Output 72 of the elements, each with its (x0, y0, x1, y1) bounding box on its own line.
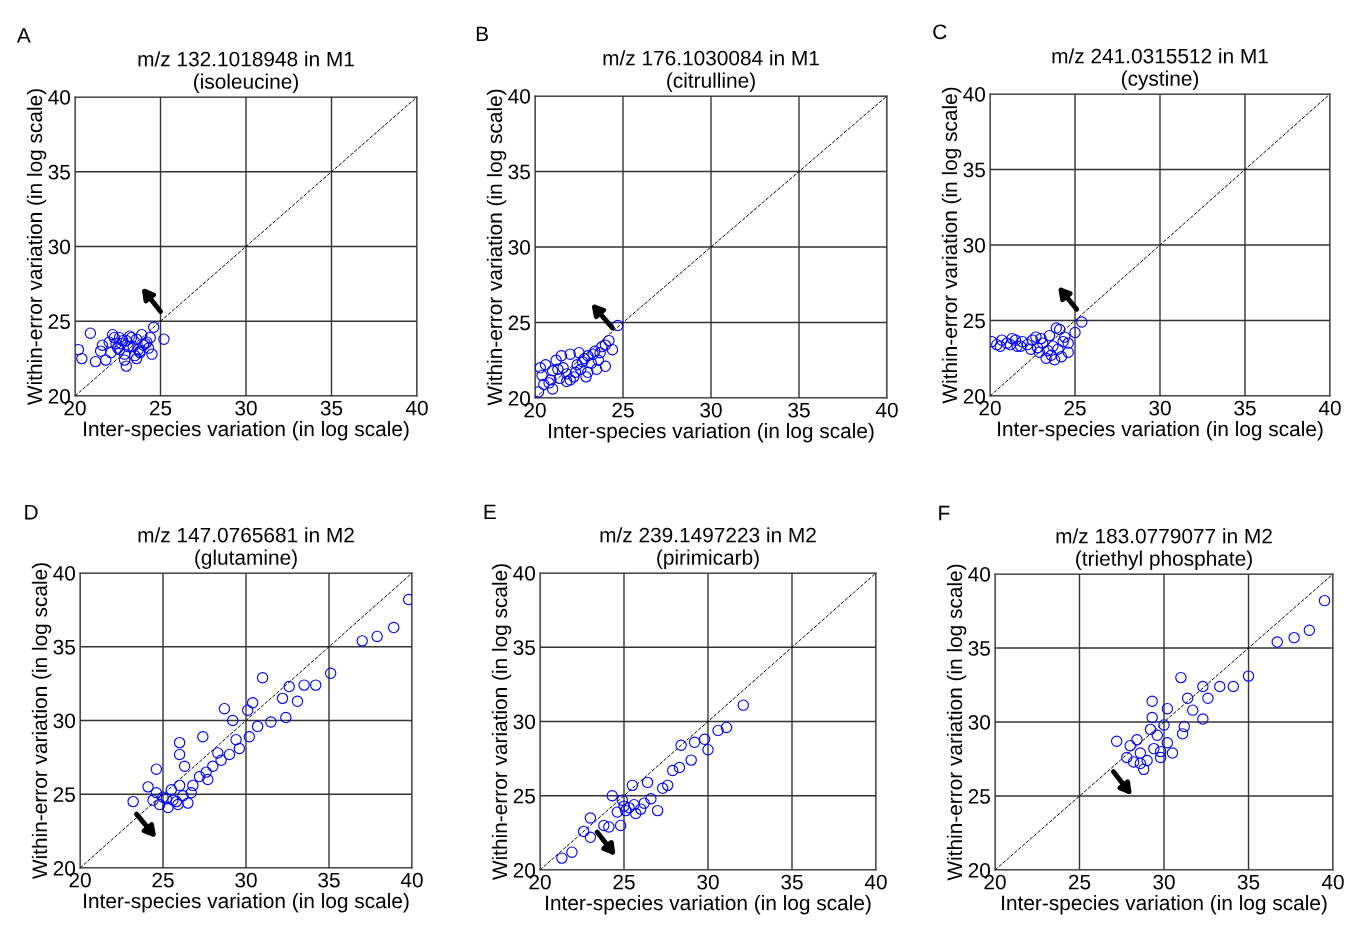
y-tick-label: 30 (508, 240, 531, 255)
x-tick-label: 35 (781, 874, 803, 890)
y-tick-label: 40 (53, 566, 76, 581)
chart-title: m/z 147.0765681 in M2 (glutamine) (138, 527, 354, 569)
x-tick-label: 40 (405, 400, 428, 416)
text: F (939, 505, 950, 521)
y-tick-label: 30 (53, 713, 76, 729)
x-tick-label: 30 (235, 872, 257, 888)
x-tick-label: 40 (400, 872, 423, 888)
x-tick-label: 40 (1321, 874, 1344, 890)
x-tick-label: 25 (612, 402, 634, 418)
y-axis-title: Within-error variation (in log scale) (491, 564, 512, 881)
x-axis-title: Inter-species variation (in log scale) (546, 894, 871, 915)
chart-title: m/z 239.1497223 in M2 (pirimicarb) (600, 527, 816, 569)
x-tick-label: 25 (1068, 874, 1091, 890)
text: D (25, 505, 38, 520)
x-tick-label: 25 (613, 874, 635, 890)
y-tick-label: 25 (963, 313, 985, 329)
chart-title: m/z 132.1018948 in M1 (isoleucine) (138, 51, 354, 93)
x-tick-label: 35 (320, 400, 343, 416)
x-tick-label: 30 (1149, 400, 1171, 416)
y-tick-label: 40 (963, 87, 986, 102)
y-tick-label: 40 (48, 90, 71, 105)
x-tick-label: 35 (788, 402, 810, 418)
y-tick-label: 30 (963, 238, 986, 253)
y-tick-label: 25 (48, 314, 70, 329)
y-tick-label: 35 (53, 639, 75, 655)
y-tick-label: 30 (48, 239, 71, 255)
y-tick-label: 25 (513, 788, 535, 804)
x-tick-label: 40 (875, 402, 898, 418)
y-tick-label: 40 (508, 89, 531, 104)
y-tick-label: 25 (508, 315, 530, 331)
y-tick-label: 35 (513, 640, 535, 655)
text: A (16, 28, 31, 43)
chart-title: m/z 241.0315512 in M1 (cystine) (1052, 48, 1268, 90)
x-tick-label: 35 (318, 872, 340, 888)
y-tick-label: 35 (963, 162, 985, 178)
text: B (476, 26, 488, 41)
y-tick-label: 25 (53, 787, 75, 802)
x-tick-label: 30 (235, 400, 257, 416)
y-axis-title: Within-error variation (in log scale) (31, 563, 52, 880)
y-axis-title: Within-error variation (in log scale) (946, 564, 967, 881)
y-tick-label: 30 (968, 715, 991, 730)
text: C (933, 24, 947, 40)
x-axis-title: Inter-species variation (in log scale) (998, 420, 1323, 441)
y-axis-title: Within-error variation (in log scale) (26, 89, 47, 406)
x-tick-label: 30 (697, 874, 719, 890)
x-tick-label: 35 (1237, 874, 1260, 890)
chart-title: m/z 183.0779077 in M2 (triethyl phosphate) (1056, 528, 1272, 570)
x-tick-label: 30 (1153, 874, 1175, 890)
text: E (484, 504, 496, 519)
y-tick-label: 40 (513, 566, 536, 581)
y-tick-label: 35 (48, 164, 70, 180)
x-axis-title: Inter-species variation (in log scale) (84, 420, 409, 441)
y-axis-title: Within-error variation (in log scale) (486, 89, 507, 406)
x-tick-label: 25 (1064, 400, 1086, 416)
y-axis-title: Within-error variation (in log scale) (941, 87, 962, 404)
y-tick-label: 35 (508, 164, 530, 180)
x-tick-label: 25 (152, 872, 174, 888)
x-tick-label: 35 (1234, 400, 1256, 416)
x-axis-title: Inter-species variation (in log scale) (1002, 894, 1327, 915)
x-axis-title: Inter-species variation (in log scale) (549, 422, 874, 443)
x-tick-label: 40 (1318, 400, 1341, 416)
x-tick-label: 25 (149, 400, 172, 416)
y-tick-label: 35 (968, 641, 990, 656)
x-tick-label: 40 (864, 874, 887, 890)
x-tick-label: 30 (700, 402, 722, 418)
y-tick-label: 30 (513, 714, 536, 730)
y-tick-label: 40 (968, 567, 991, 582)
x-axis-title: Inter-species variation (in log scale) (84, 892, 409, 913)
y-tick-label: 25 (968, 789, 990, 804)
chart-title: m/z 176.1030084 in M1 (citrulline) (603, 50, 819, 92)
